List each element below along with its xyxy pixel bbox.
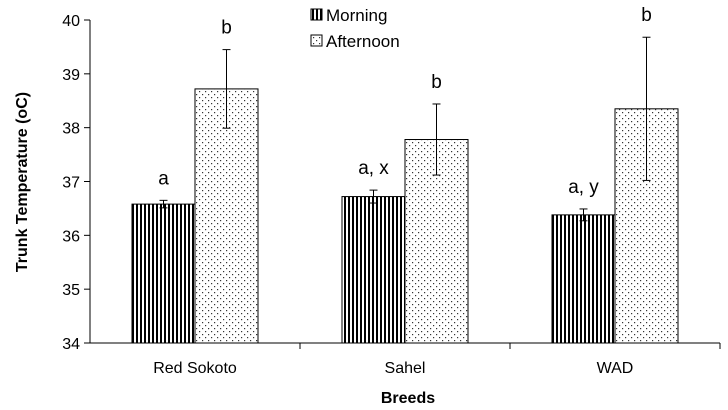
data-label: a, y (568, 177, 599, 198)
x-tick-label: Sahel (385, 360, 426, 377)
y-tick-label: 37 (62, 175, 80, 192)
y-axis-title: Trunk Temperature (oC) (14, 92, 31, 272)
data-label: b (221, 18, 232, 39)
legend-label-morning: Morning (326, 6, 387, 25)
y-tick-label: 34 (62, 336, 80, 353)
y-tick-label: 36 (62, 228, 80, 245)
plot-area: 34 35 36 37 38 39 40 Red Sokoto a b Sahel a, x b WAD a… (62, 5, 721, 377)
data-label: a (158, 168, 169, 189)
bar-morning (551, 214, 616, 344)
legend: Morning Afternoon (310, 6, 400, 51)
y-tick-label: 35 (62, 282, 80, 299)
data-label: b (431, 72, 442, 93)
data-label: a, x (358, 158, 389, 179)
y-tick-label: 38 (62, 121, 80, 138)
data-label: b (641, 5, 652, 26)
y-tick-label: 40 (62, 13, 80, 30)
x-tick-label: Red Sokoto (153, 360, 237, 377)
y-tick-label: 39 (62, 67, 80, 84)
x-axis-title: Breeds (381, 390, 435, 407)
bar-afternoon (194, 88, 259, 344)
legend-swatch-morning (310, 8, 323, 21)
bar-morning (131, 203, 196, 344)
legend-swatch-afternoon (310, 34, 323, 47)
legend-label-afternoon: Afternoon (326, 32, 400, 51)
bar-morning (341, 196, 406, 344)
x-tick-label: WAD (597, 360, 634, 377)
